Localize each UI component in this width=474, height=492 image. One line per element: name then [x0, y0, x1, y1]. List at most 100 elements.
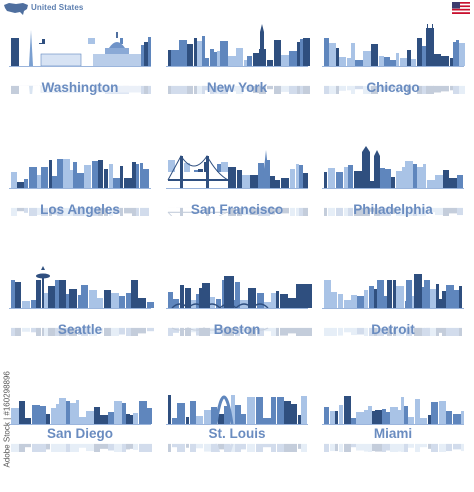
washington-landmark: [19, 30, 141, 67]
seattle-reflection: [11, 327, 154, 336]
los-angeles-skyline-illustration: [9, 159, 151, 216]
new-york-waterline: [166, 66, 308, 67]
washington-reflection: [11, 85, 151, 94]
philadelphia-landmark: [362, 146, 380, 188]
st-louis-landmark: [214, 395, 234, 425]
seattle-waterline: [9, 308, 151, 309]
detroit-waterline: [322, 308, 464, 309]
city-name-miami: Miami: [373, 426, 413, 441]
city-name-detroit: Detroit: [371, 322, 415, 337]
seattle-skyline-illustration: [9, 266, 154, 336]
chicago-reflection: [324, 85, 465, 94]
city-card-boston: Boston: [162, 266, 312, 376]
seattle-landmark: [36, 266, 50, 308]
new-york-buildings: [168, 85, 310, 94]
detroit-buildings: [324, 280, 462, 308]
chicago-waterline: [322, 66, 464, 67]
city-card-san-diego: San Diego: [5, 382, 155, 492]
st-louis-landmark: [214, 443, 234, 452]
st-louis-reflection: [168, 443, 307, 452]
city-card-los-angeles: Los Angeles: [5, 146, 155, 256]
chicago-buildings: [324, 85, 465, 94]
city-name-san-francisco: San Francisco: [190, 202, 284, 217]
san-diego-skyline-illustration: [9, 398, 152, 452]
usa-map-icon: [4, 3, 28, 15]
city-card-washington: Washington: [5, 24, 155, 134]
san-diego-waterline: [9, 424, 151, 425]
new-york-landmark: [202, 24, 264, 66]
city-name-boston: Boston: [213, 322, 261, 337]
city-card-san-francisco: San Francisco: [162, 146, 312, 256]
seattle-buildings: [11, 280, 154, 308]
los-angeles-reflection: [11, 207, 149, 216]
new-york-buildings: [168, 38, 310, 66]
city-name-philadelphia: Philadelphia: [353, 202, 433, 217]
san-diego-buildings: [11, 398, 152, 424]
chicago-skyline-illustration: [322, 24, 465, 94]
detroit-skyline-illustration: [322, 274, 464, 336]
philadelphia-reflection: [324, 207, 463, 216]
us-flag-icon: [452, 2, 470, 14]
boston-buildings: [168, 327, 312, 336]
header: United States: [0, 0, 474, 18]
miami-waterline: [322, 424, 464, 425]
detroit-buildings: [324, 327, 462, 336]
washington-buildings: [11, 85, 151, 94]
san-diego-buildings: [11, 443, 152, 452]
city-name-st-louis: St. Louis: [208, 426, 266, 441]
san-francisco-waterline: [166, 188, 308, 189]
seattle-buildings: [11, 327, 154, 336]
miami-buildings: [324, 443, 464, 452]
country-label: United States: [31, 3, 84, 12]
washington-waterline: [9, 66, 151, 67]
miami-reflection: [324, 443, 464, 452]
philadelphia-buildings: [324, 207, 463, 216]
philadelphia-waterline: [322, 188, 464, 189]
city-card-detroit: Detroit: [318, 266, 468, 376]
miami-buildings: [324, 396, 464, 424]
st-louis-buildings: [168, 395, 307, 424]
los-angeles-buildings: [11, 207, 149, 216]
san-francisco-landmark: [167, 207, 270, 216]
stock-watermark: Adobe Stock | #160298896: [0, 360, 12, 470]
seattle-landmark: [42, 327, 44, 336]
san-francisco-landmark: [167, 150, 270, 188]
st-louis-skyline-illustration: [166, 395, 308, 452]
detroit-reflection: [324, 327, 462, 336]
chicago-landmark: [426, 85, 434, 94]
new-york-reflection: [168, 85, 310, 94]
los-angeles-buildings: [11, 159, 149, 188]
chicago-buildings: [324, 38, 465, 66]
st-louis-buildings: [168, 443, 307, 452]
san-francisco-skyline-illustration: [166, 150, 308, 216]
city-name-san-diego: San Diego: [46, 426, 113, 441]
boston-reflection: [168, 327, 312, 336]
city-card-seattle: Seattle: [5, 266, 155, 376]
city-card-chicago: Chicago: [318, 24, 468, 134]
city-name-washington: Washington: [41, 80, 119, 95]
philadelphia-skyline-illustration: [322, 146, 464, 216]
city-name-seattle: Seattle: [57, 322, 103, 337]
city-name-new-york: New York: [206, 80, 268, 95]
washington-skyline-illustration: [9, 30, 151, 94]
boston-waterline: [166, 308, 308, 309]
miami-skyline-illustration: [322, 396, 464, 452]
city-name-los-angeles: Los Angeles: [40, 202, 120, 217]
los-angeles-waterline: [9, 188, 151, 189]
boston-landmark: [171, 327, 269, 336]
city-card-philadelphia: Philadelphia: [318, 146, 468, 256]
city-card-new-york: New York: [162, 24, 312, 134]
boston-buildings: [168, 280, 312, 308]
city-card-miami: Miami: [318, 382, 468, 492]
city-name-chicago: Chicago: [366, 80, 420, 95]
chicago-landmark: [426, 24, 434, 66]
boston-skyline-illustration: [166, 276, 312, 336]
washington-landmark: [19, 85, 141, 94]
philadelphia-buildings: [324, 161, 463, 188]
philadelphia-landmark: [362, 207, 380, 216]
san-francisco-buildings: [168, 207, 308, 216]
watermark-text: Adobe Stock | #160298896: [2, 371, 12, 468]
san-diego-reflection: [11, 443, 152, 452]
san-francisco-reflection: [167, 207, 308, 216]
new-york-landmark: [202, 85, 264, 94]
